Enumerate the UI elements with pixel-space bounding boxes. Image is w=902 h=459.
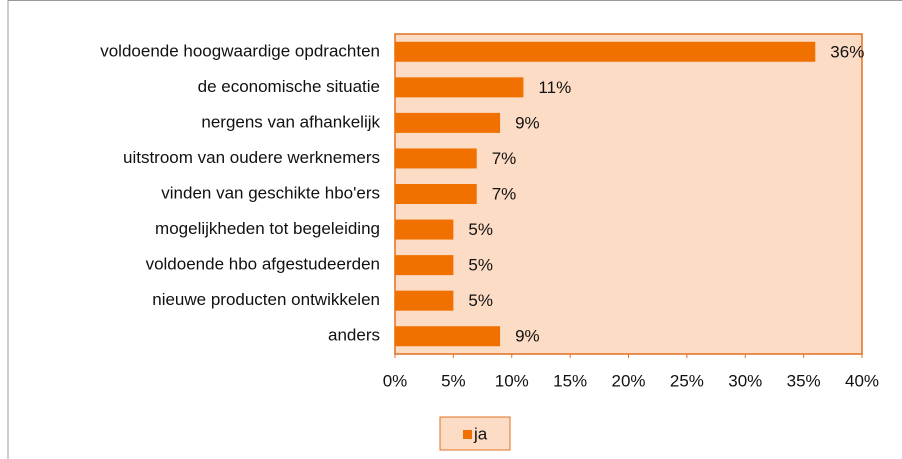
bar [395,255,454,276]
data-label: 9% [515,113,540,132]
data-label: 5% [468,291,493,310]
y-tick-label: vinden van geschikte hbo'ers [161,183,380,202]
y-tick-label: nieuwe producten ontwikkelen [152,290,380,309]
y-tick-label: mogelijkheden tot begeleiding [155,219,380,238]
data-label: 9% [515,327,540,346]
x-tick-label: 35% [787,371,821,390]
y-tick-label: nergens van afhankelijk [201,112,380,131]
y-tick-label: voldoende hoogwaardige opdrachten [100,41,380,60]
bar [395,326,501,347]
x-tick-label: 10% [495,371,529,390]
data-label: 7% [492,184,517,203]
bar [395,184,477,204]
bar [395,290,454,311]
bar [395,41,816,62]
bar [395,219,454,240]
data-label: 5% [468,256,493,275]
data-label: 5% [468,220,493,239]
bar [395,148,477,169]
legend-box [439,416,511,451]
x-tick-label: 0% [383,371,408,390]
y-tick-label: voldoende hbo afgestudeerden [146,255,380,274]
x-tick-label: 5% [441,371,466,390]
bar [395,77,524,98]
bar [395,112,501,133]
x-tick-label: 25% [670,371,704,390]
y-tick-label: anders [328,326,380,345]
data-label: 7% [492,149,517,168]
x-tick-label: 40% [845,371,879,390]
data-label: 11% [538,78,571,97]
y-tick-label: uitstroom van oudere werknemers [123,148,380,167]
legend-swatch [463,430,472,439]
data-label: 36% [830,42,864,61]
x-tick-label: 20% [611,371,645,390]
legend-label: ja [473,424,488,443]
x-tick-label: 15% [553,371,587,390]
y-tick-label: de economische situatie [198,77,380,96]
x-tick-label: 30% [728,371,762,390]
